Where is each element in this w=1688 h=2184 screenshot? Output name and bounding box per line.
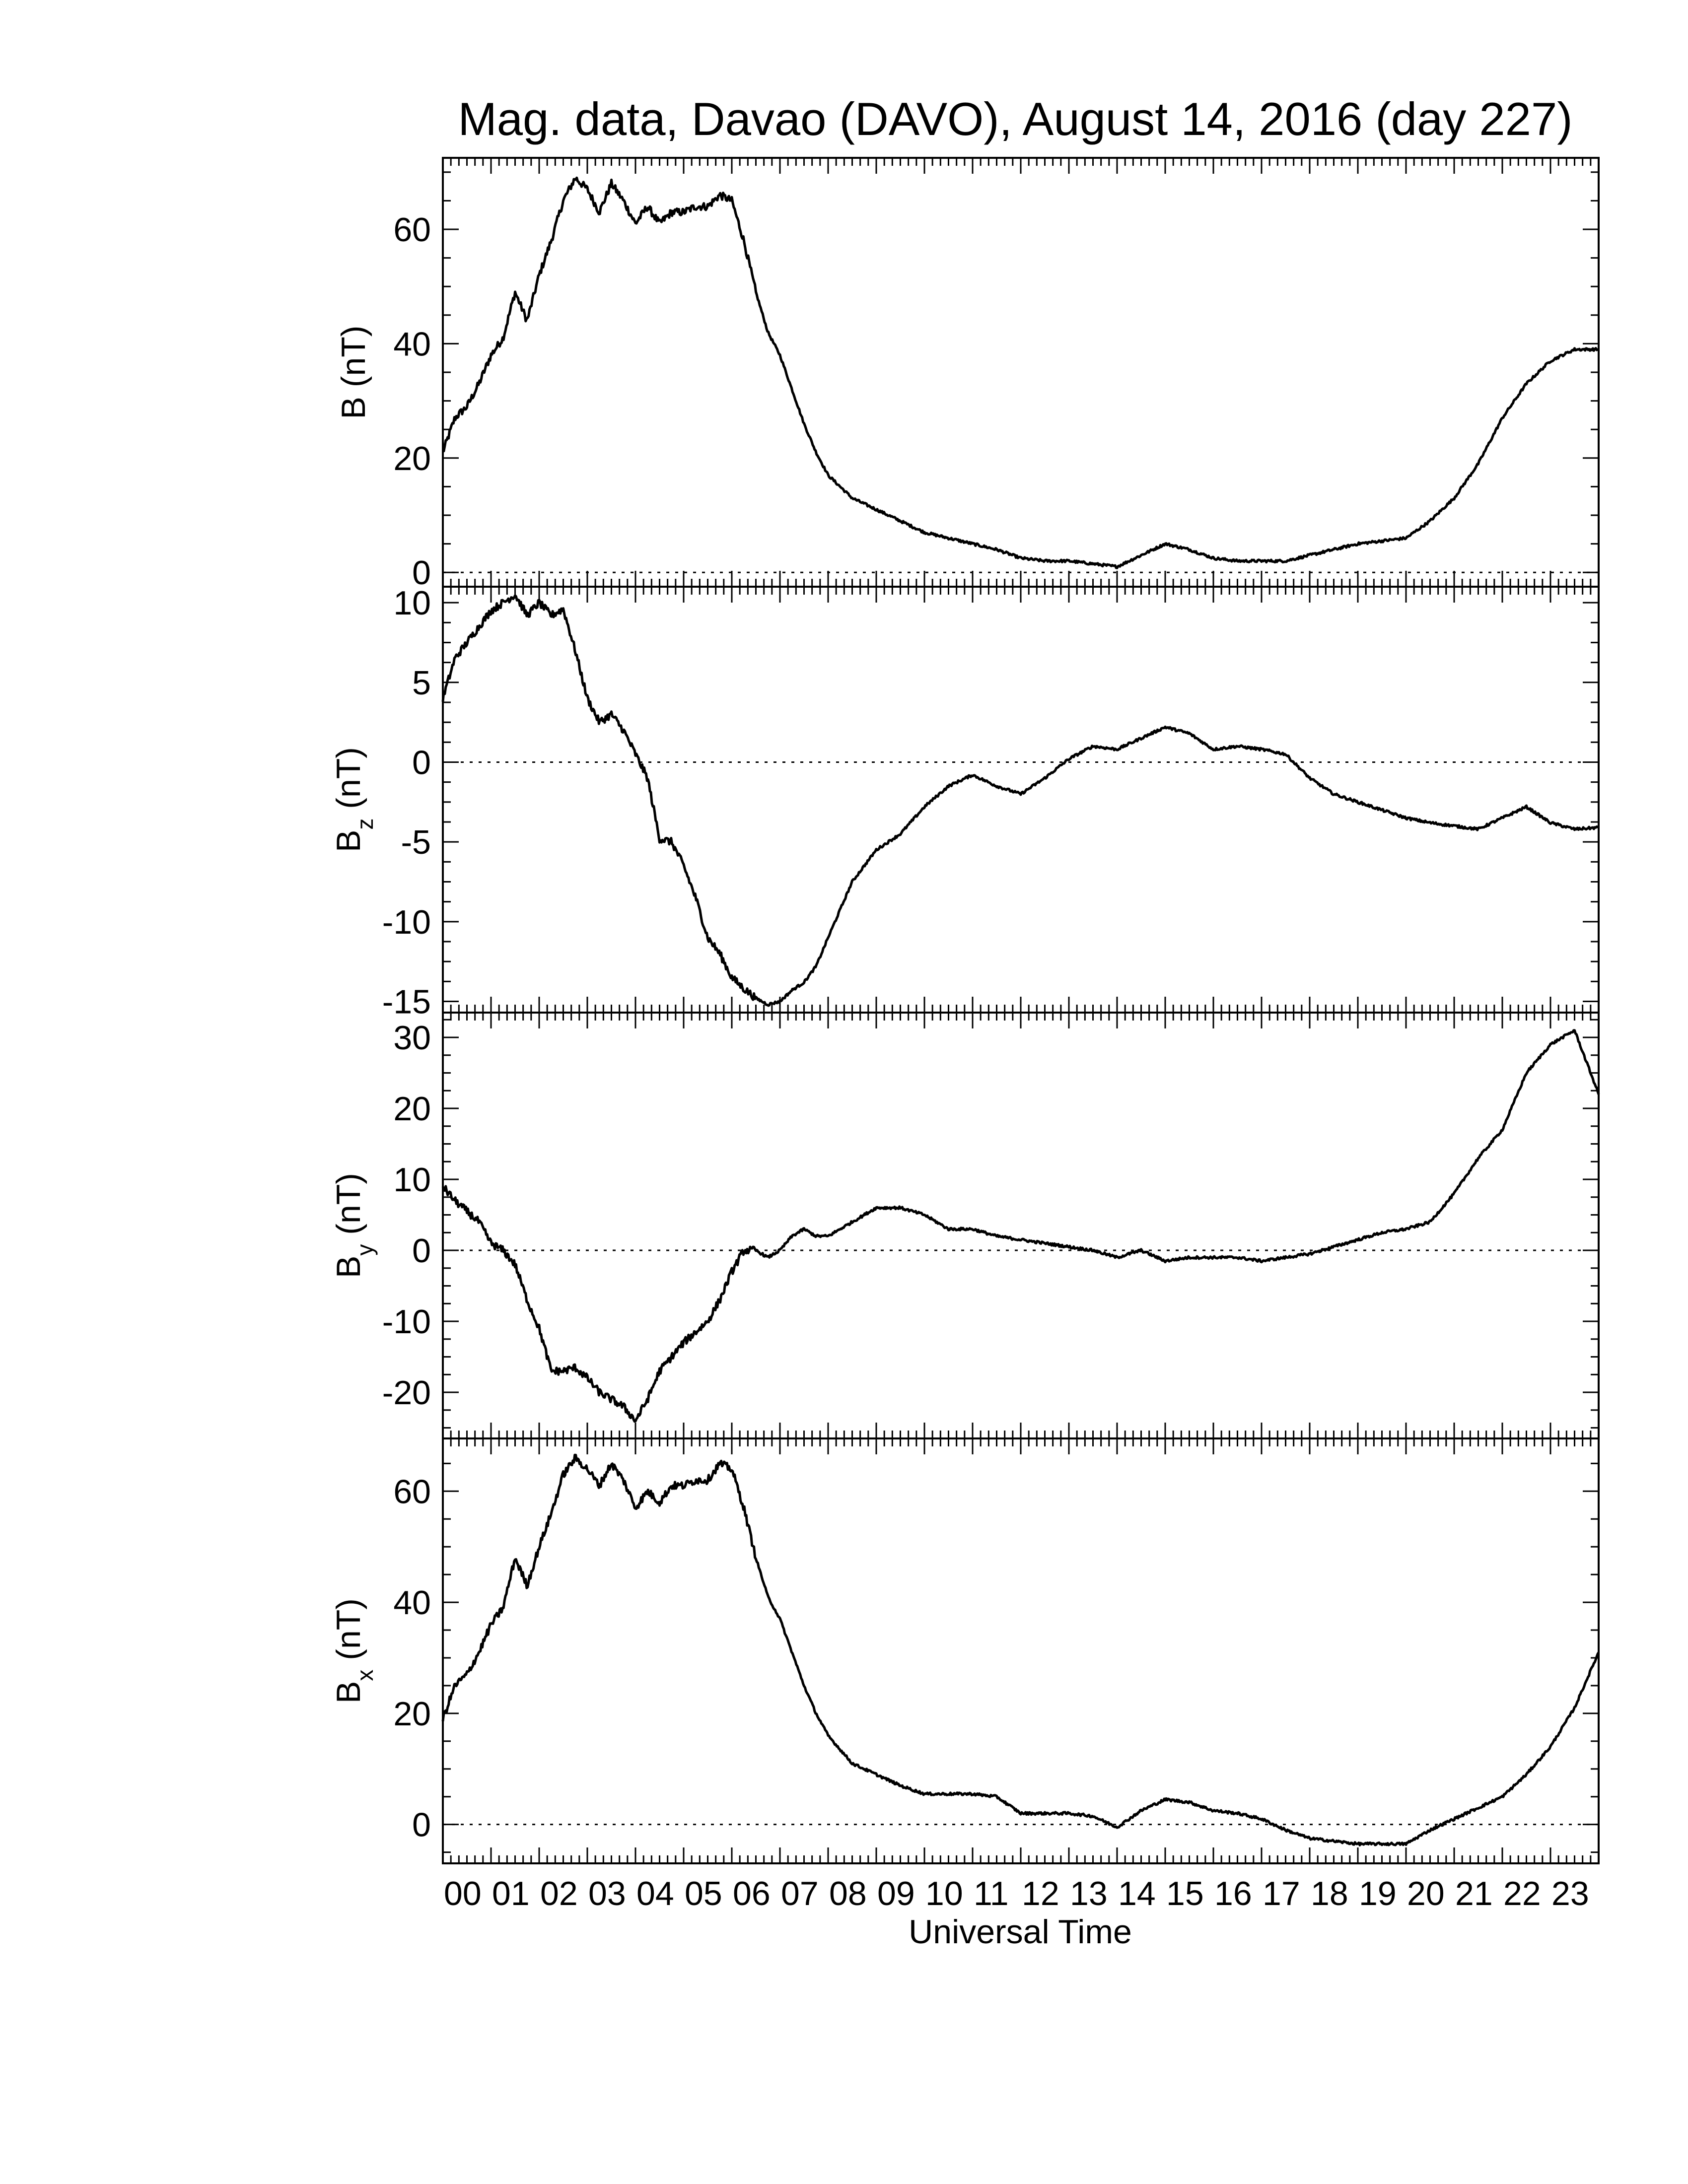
panel-bx: 0 20 40 60 Bx (nT) (330, 1437, 1600, 1864)
x-tick-label: 11 (974, 1875, 1009, 1912)
x-tick-label: 08 (829, 1875, 867, 1912)
y-axis-label-bz: Bz (nT) (330, 747, 378, 852)
series-line-bx (441, 1453, 1600, 1846)
x-tick-label: 00 (444, 1875, 482, 1912)
x-tick-label: 10 (925, 1875, 963, 1912)
x-tick-label: 15 (1166, 1875, 1204, 1912)
x-tick-label: 02 (540, 1875, 578, 1912)
y-tick-label: 10 (393, 1161, 431, 1199)
y-tick-label: -5 (401, 823, 431, 861)
panel-b-total: 0 20 40 60 B (nT) (335, 157, 1600, 592)
y-tick-label: 0 (412, 1232, 431, 1270)
y-tick-label: -15 (382, 983, 431, 1021)
x-tick-label: 16 (1214, 1875, 1252, 1912)
x-axis-label: Universal Time (909, 1913, 1132, 1951)
x-tick-label: 01 (492, 1875, 530, 1912)
y-tick-label: 60 (393, 1473, 431, 1510)
y-tick-label: -10 (382, 1303, 431, 1341)
x-tick-label: 18 (1311, 1875, 1348, 1912)
x-tick-label: 07 (781, 1875, 819, 1912)
x-tick-label: 19 (1359, 1875, 1397, 1912)
y-tick-label: 10 (393, 584, 431, 622)
y-axis-label-b-total: B (nT) (335, 326, 372, 419)
y-axis-label-bx: Bx (nT) (330, 1598, 378, 1704)
y-ticks-bx: 0 20 40 60 (393, 1462, 1599, 1853)
y-tick-label: 5 (412, 664, 431, 702)
series-line-b-total (442, 176, 1600, 569)
panel-frame-bz (442, 586, 1600, 1014)
y-tick-label: -10 (382, 903, 431, 941)
panel-by: -20 -10 0 10 20 30 By (nT) (330, 1012, 1600, 1439)
y-tick-label: 30 (393, 1019, 431, 1057)
panel-frame-by (442, 1012, 1600, 1439)
x-tick-label: 21 (1455, 1875, 1493, 1912)
y-tick-label: 0 (412, 744, 431, 781)
x-tick-label: 04 (636, 1875, 674, 1912)
y-tick-label: 40 (393, 325, 431, 363)
y-tick-label: 0 (412, 554, 431, 592)
y-tick-label: 20 (393, 1695, 431, 1733)
x-tick-labels: 00 01 02 03 04 05 06 07 08 09 10 11 12 13 14 15 16 17 18 19… (444, 1875, 1589, 1912)
y-tick-label: -20 (382, 1374, 431, 1412)
x-ticks-b-total (442, 158, 1600, 587)
y-ticks-b-total: 0 20 40 60 (393, 171, 1599, 592)
y-tick-label: 40 (393, 1584, 431, 1622)
x-tick-label: 23 (1551, 1875, 1589, 1912)
y-ticks-by: -20 -10 0 10 20 30 (382, 1019, 1599, 1429)
x-ticks-bz (442, 587, 1600, 1013)
x-tick-label: 03 (588, 1875, 626, 1912)
panel-frame-bx (442, 1437, 1600, 1864)
series-line-bz (441, 594, 1600, 1007)
y-tick-label: 60 (393, 211, 431, 249)
x-tick-label: 13 (1070, 1875, 1108, 1912)
y-ticks-bz: -15 -10 -5 0 5 10 (382, 584, 1599, 1021)
x-tick-label: 05 (685, 1875, 722, 1912)
x-ticks-bx (442, 1438, 1600, 1863)
x-tick-label: 20 (1407, 1875, 1445, 1912)
chart-title: Mag. data, Davao (DAVO), August 14, 2016… (458, 93, 1572, 145)
y-axis-label-by: By (nT) (330, 1173, 378, 1278)
series-line-by (441, 1029, 1600, 1423)
x-tick-label: 17 (1263, 1875, 1300, 1912)
x-tick-label: 14 (1118, 1875, 1156, 1912)
x-tick-label: 06 (733, 1875, 771, 1912)
y-tick-label: 20 (393, 1090, 431, 1128)
y-tick-label: 0 (412, 1806, 431, 1844)
x-tick-label: 09 (877, 1875, 915, 1912)
x-tick-label: 22 (1503, 1875, 1541, 1912)
y-tick-label: 20 (393, 440, 431, 478)
x-ticks-by (442, 1013, 1600, 1438)
x-tick-label: 12 (1022, 1875, 1059, 1912)
panel-bz: -15 -10 -5 0 5 10 Bz (nT) (330, 584, 1600, 1021)
